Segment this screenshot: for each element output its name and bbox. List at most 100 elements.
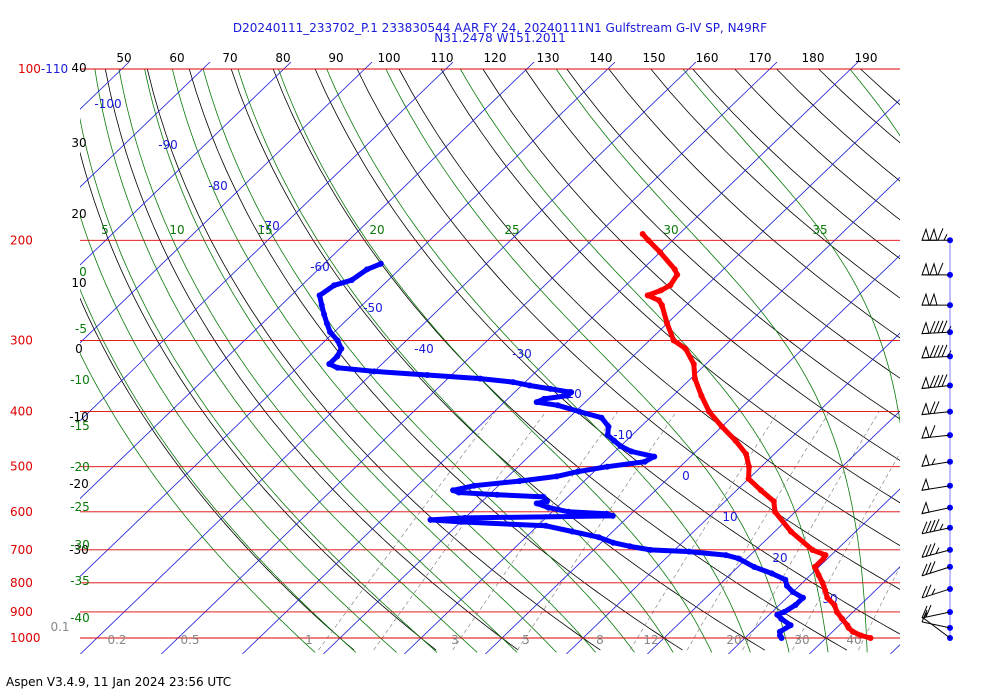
wind-barb-full xyxy=(925,562,932,575)
top-scale-label: 80 xyxy=(275,51,290,65)
dewpoint-point xyxy=(553,473,560,480)
dewpoint-point xyxy=(334,353,341,360)
dewpoint-point xyxy=(533,500,540,507)
wind-barb xyxy=(921,401,953,416)
temperature-point xyxy=(787,528,794,535)
dewpoint-point xyxy=(569,528,576,535)
temperature-point xyxy=(757,487,764,494)
isotherm-line xyxy=(80,62,130,110)
dewpoint-point xyxy=(626,543,633,550)
mixing-ratio-label: 5 xyxy=(522,633,530,647)
wind-barb-full xyxy=(921,545,928,558)
dry-adiabat-label: 40 xyxy=(71,61,86,75)
wind-barb xyxy=(921,227,953,244)
dry-adiabat-line xyxy=(272,68,848,651)
mixing-ratio-line xyxy=(742,411,880,651)
pressure-label: 600 xyxy=(10,505,33,519)
mixing-ratio-label: 12 xyxy=(643,633,658,647)
wind-barb-full xyxy=(929,345,936,358)
isotherm-line xyxy=(566,332,900,654)
wind-barb xyxy=(921,477,953,491)
wind-barb xyxy=(921,320,953,336)
mixing-ratio-line xyxy=(686,411,830,651)
moist-adiabat-label: 0 xyxy=(79,265,87,279)
wind-barb-flag xyxy=(929,262,938,276)
wind-barb-flag xyxy=(921,292,930,306)
dewpoint-point xyxy=(533,399,540,406)
dewpoint-point xyxy=(540,493,547,500)
temperature-point xyxy=(746,463,752,470)
moist-adiabat-label: -25 xyxy=(70,500,90,514)
dewpoint-point xyxy=(784,582,790,589)
temperature-point xyxy=(811,563,818,570)
dewpoint-point xyxy=(609,512,616,519)
temperature-point xyxy=(690,361,697,367)
wind-barb-half xyxy=(947,325,952,333)
dewpoint-point xyxy=(348,277,355,284)
wind-barb xyxy=(921,518,953,535)
moist-adiabat-line xyxy=(582,637,596,653)
wind-barb-full xyxy=(929,320,936,334)
dewpoint-point xyxy=(776,628,783,635)
isotherm-line xyxy=(80,62,211,188)
isotherm-line xyxy=(80,62,616,578)
dewpoint-point xyxy=(318,302,325,309)
dry-adiabat-line xyxy=(608,68,900,339)
dewpoint-point xyxy=(782,576,789,583)
pressure-label: 700 xyxy=(10,543,33,557)
moist-adiabat-label: 10 xyxy=(169,223,184,237)
wind-barb-flag xyxy=(921,477,930,491)
dewpoint-point xyxy=(371,368,378,375)
dewpoint-point xyxy=(547,385,554,392)
dewpoint-point xyxy=(605,423,612,430)
top-scale-label: 130 xyxy=(537,51,560,65)
dewpoint-point xyxy=(617,443,624,450)
wind-barb xyxy=(921,344,953,360)
dry-adiabat-line xyxy=(566,68,900,379)
dry-adiabat-line xyxy=(944,69,1000,650)
temperature-point xyxy=(858,632,864,639)
moist-adiabat-line xyxy=(339,637,357,653)
dewpoint-point xyxy=(338,345,345,352)
wind-barb xyxy=(921,292,953,309)
dewpoint-point xyxy=(450,487,457,494)
temperature-point xyxy=(682,345,689,352)
moist-adiabat-line xyxy=(866,637,868,653)
dewpoint-point xyxy=(686,548,692,555)
wind-barb-flag xyxy=(921,345,930,359)
wind-barb xyxy=(921,374,953,390)
dewpoint-point xyxy=(604,463,611,470)
isotherm-label: -90 xyxy=(158,138,178,152)
moist-adiabat-line xyxy=(744,637,751,653)
pressure-label: 200 xyxy=(10,233,33,247)
pressure-label: 100-110 xyxy=(18,62,68,76)
temperature-point xyxy=(819,579,826,586)
wind-barb-full xyxy=(941,344,948,358)
moist-adiabat-line xyxy=(704,637,713,653)
dewpoint-point xyxy=(781,609,788,615)
dewpoint-point xyxy=(321,311,328,318)
mixing-ratio-label: 0.2 xyxy=(107,633,126,647)
dewpoint-point xyxy=(331,282,338,289)
temperature-point xyxy=(667,282,674,289)
dewpoint-point xyxy=(364,266,370,273)
pressure-label: 500 xyxy=(10,460,33,474)
temperature-point xyxy=(657,249,664,256)
dry-adiabat-line xyxy=(860,68,900,106)
dewpoint-point xyxy=(494,491,501,498)
dewpoint-point xyxy=(611,437,618,444)
dewpoint-profile-line xyxy=(317,261,806,641)
dewpoint-point xyxy=(722,552,729,559)
temperature-point xyxy=(822,552,829,559)
dewpoint-point xyxy=(477,375,484,382)
dewpoint-point xyxy=(427,516,434,523)
mixing-ratio-line xyxy=(857,565,900,651)
top-scale-label: 110 xyxy=(431,51,454,65)
top-scale-label: 180 xyxy=(802,51,825,65)
top-scale-label: 50 xyxy=(116,51,131,65)
isotherm-line xyxy=(890,644,900,654)
mixing-ratio-line xyxy=(318,411,496,651)
temperature-point xyxy=(844,622,851,629)
